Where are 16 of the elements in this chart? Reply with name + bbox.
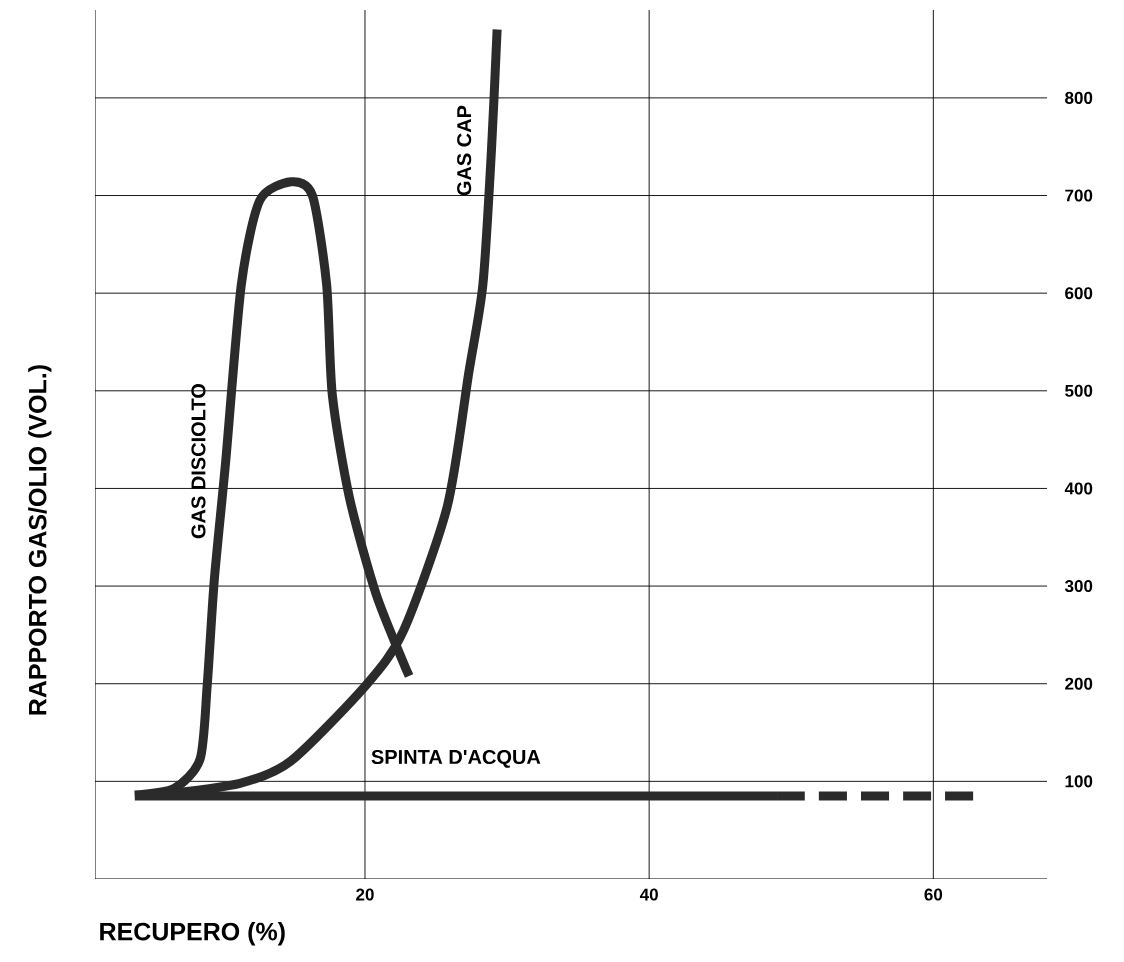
y-tick-label: 300 bbox=[1064, 580, 1093, 593]
y-tick-label: 200 bbox=[1065, 677, 1093, 690]
y-axis-title: RAPPORTO GAS/OLIO (VOL.) bbox=[28, 365, 52, 715]
y-tick-label: 700 bbox=[1065, 189, 1093, 202]
y-tick-label: 500 bbox=[1065, 384, 1093, 397]
text: GAS DISCIOLTO bbox=[191, 383, 206, 539]
series-label: SPINTA D'ACQUA bbox=[371, 749, 541, 768]
x-tick-label: 60 bbox=[924, 888, 943, 901]
x-tick-label: 40 bbox=[639, 888, 658, 901]
y-tick-label: 100 bbox=[1065, 775, 1093, 788]
x-tick-label: 20 bbox=[356, 888, 374, 901]
y-tick-label: 600 bbox=[1065, 287, 1093, 300]
x-axis-title: RECUPERO (%) bbox=[100, 922, 285, 946]
text: GAS CAP bbox=[457, 105, 472, 196]
y-tick-label: 800 bbox=[1065, 91, 1093, 104]
y-tick-label: 400 bbox=[1064, 482, 1093, 495]
